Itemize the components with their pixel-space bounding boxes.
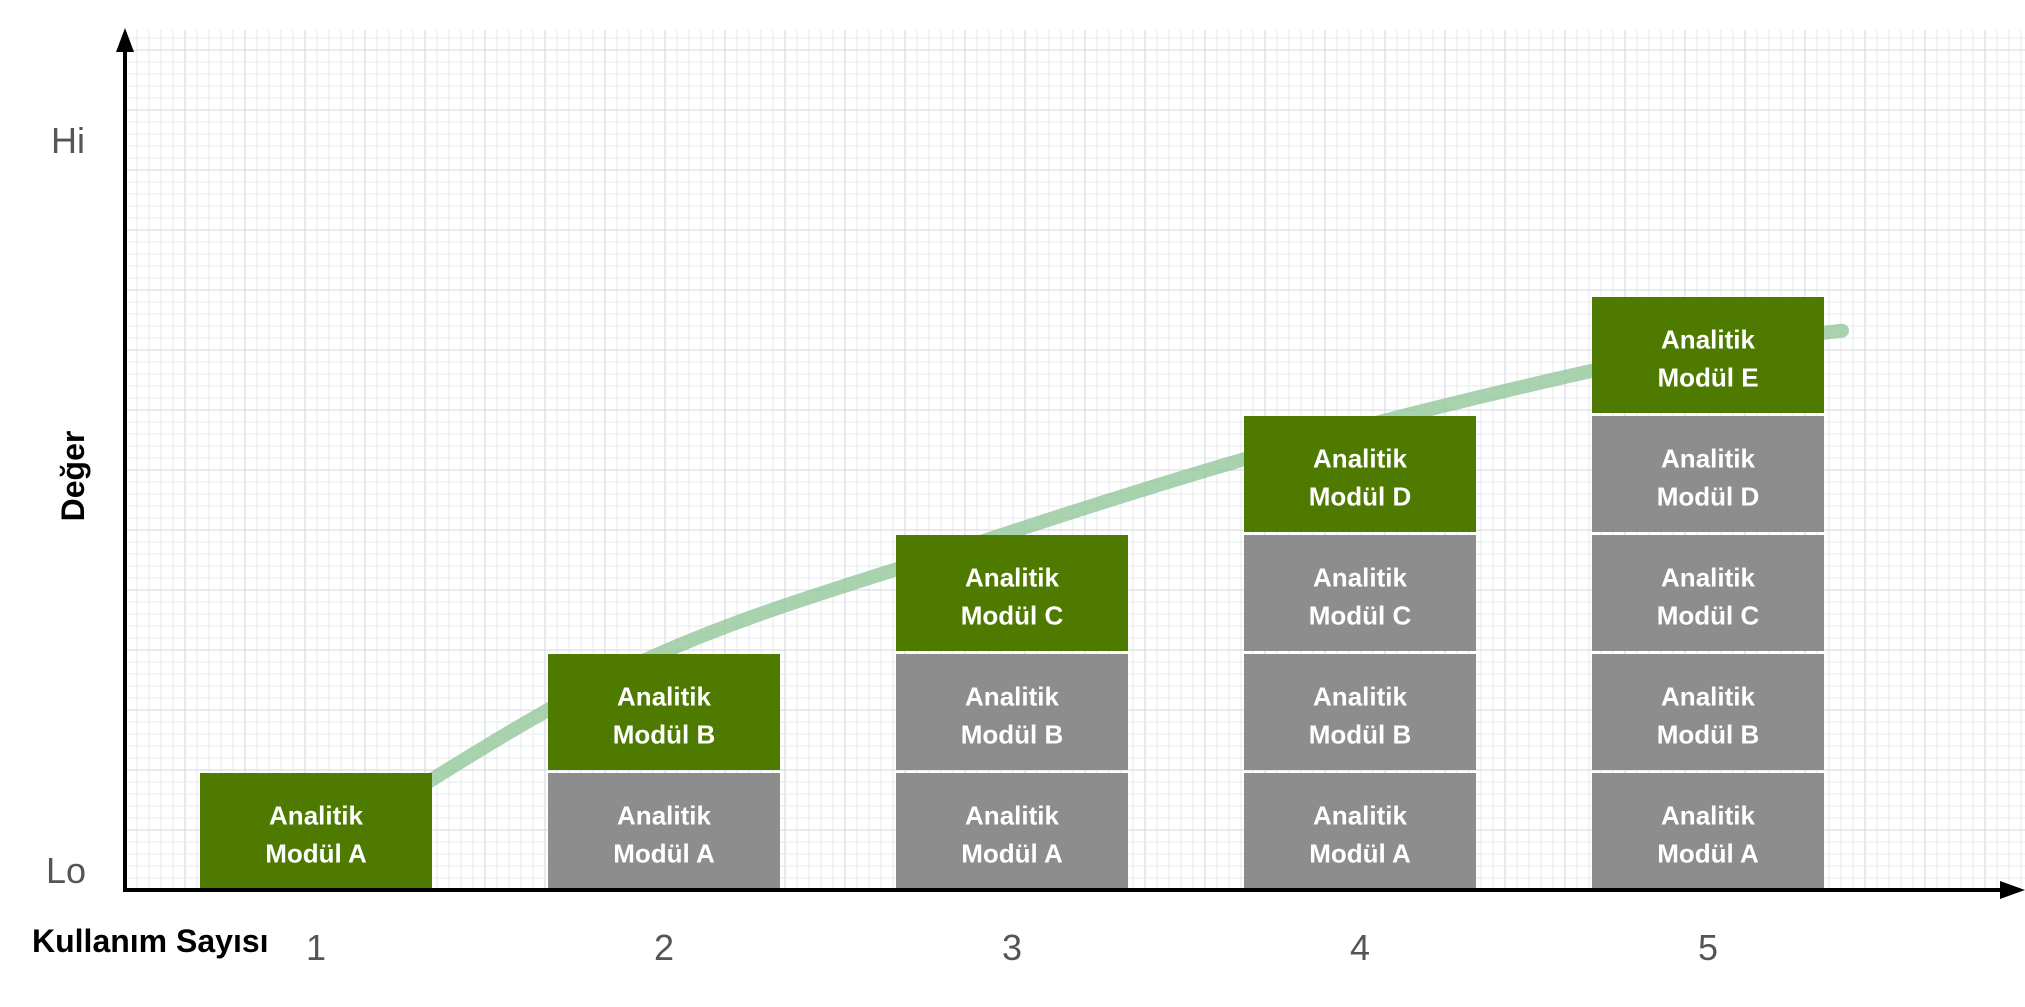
bar-segment bbox=[1244, 416, 1476, 532]
bar-segment bbox=[1244, 535, 1476, 651]
x-tick-label: 5 bbox=[1698, 927, 1718, 968]
bar-segment bbox=[548, 773, 780, 889]
bar-segment-label: Analitik Modül A bbox=[265, 801, 367, 869]
bar-segment bbox=[200, 773, 432, 889]
bar-stack-3: Analitik Modül A Analitik Modül B Analitik Mo… bbox=[896, 535, 1128, 889]
bar-segment-label: Analitik Modül A bbox=[1657, 801, 1759, 869]
x-tick-label: 3 bbox=[1002, 927, 1022, 968]
bar-stack-1: Analitik Modül A bbox=[200, 773, 432, 889]
bar-stack-2: Analitik Modül A Analitik Modül B bbox=[548, 654, 780, 889]
bar-segment-label: Analitik Modül C bbox=[961, 563, 1064, 631]
bar-segment-label: Analitik Modül B bbox=[1657, 682, 1760, 750]
bar-stack-5: Analitik Modül A Analitik Modül B Analitik Mo… bbox=[1592, 297, 1824, 889]
bar-segment-label: Analitik Modül B bbox=[613, 682, 716, 750]
bar-segment bbox=[896, 535, 1128, 651]
x-tick-labels: 1 2 3 4 5 bbox=[306, 927, 1718, 968]
bar-segment bbox=[1592, 416, 1824, 532]
bar-segment-label: Analitik Modül B bbox=[1309, 682, 1412, 750]
bar-segment-label: Analitik Modül A bbox=[1309, 801, 1411, 869]
bar-segment-label: Analitik Modül C bbox=[1309, 563, 1412, 631]
x-tick-label: 2 bbox=[654, 927, 674, 968]
x-tick-label: 4 bbox=[1350, 927, 1370, 968]
y-axis-title: Değer bbox=[55, 431, 91, 522]
bar-segment-label: Analitik Modül D bbox=[1309, 444, 1412, 512]
bar-segment-label: Analitik Modül D bbox=[1657, 444, 1760, 512]
bar-segment bbox=[1592, 654, 1824, 770]
bar-segment-label: Analitik Modül B bbox=[961, 682, 1064, 750]
bar-segment bbox=[1592, 297, 1824, 413]
bar-segment bbox=[1592, 535, 1824, 651]
x-axis-title: Kullanım Sayısı bbox=[32, 923, 269, 959]
y-tick-high: Hi bbox=[51, 120, 85, 161]
bar-segment-label: Analitik Modül C bbox=[1657, 563, 1760, 631]
bar-segment bbox=[548, 654, 780, 770]
bar-segment bbox=[896, 654, 1128, 770]
bar-segment bbox=[1592, 773, 1824, 889]
bar-segment-label: Analitik Modül A bbox=[961, 801, 1063, 869]
bar-segment-label: Analitik Modül E bbox=[1657, 325, 1758, 393]
y-axis-arrow bbox=[116, 28, 134, 52]
bar-segment bbox=[1244, 773, 1476, 889]
x-axis-arrow bbox=[2000, 881, 2025, 899]
bar-segment bbox=[896, 773, 1128, 889]
bar-segment bbox=[1244, 654, 1476, 770]
bar-stack-4: Analitik Modül A Analitik Modül B Analitik Mo… bbox=[1244, 416, 1476, 889]
x-tick-label: 1 bbox=[306, 927, 326, 968]
bar-segment-label: Analitik Modül A bbox=[613, 801, 715, 869]
y-tick-low: Lo bbox=[46, 850, 86, 891]
